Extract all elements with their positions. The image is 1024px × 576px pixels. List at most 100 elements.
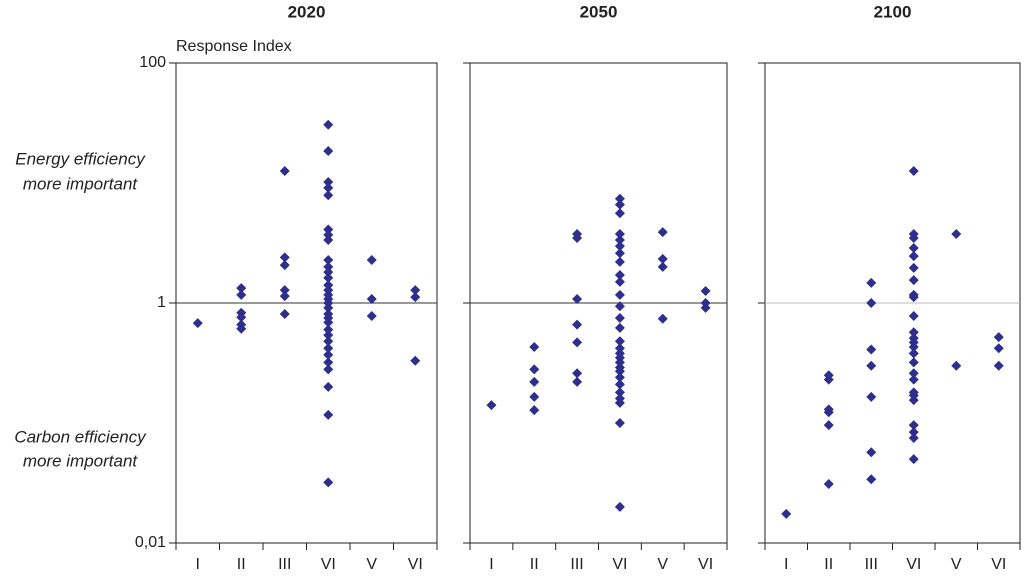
- data-point: [323, 364, 334, 375]
- data-point: [323, 349, 334, 360]
- data-point: [572, 319, 583, 330]
- data-point: [614, 397, 625, 408]
- data-point: [323, 176, 334, 187]
- x-tick-label: II: [824, 556, 833, 573]
- data-point: [614, 276, 625, 287]
- data-point: [908, 251, 919, 262]
- data-point: [323, 343, 334, 354]
- data-point: [323, 336, 334, 347]
- data-point: [700, 285, 711, 296]
- data-point: [323, 317, 334, 328]
- data-point: [993, 332, 1004, 343]
- data-point: [323, 255, 334, 266]
- data-point: [614, 208, 625, 219]
- data-point: [908, 374, 919, 385]
- annotation: Energy efficiency: [15, 149, 146, 168]
- data-point: [823, 407, 834, 418]
- data-point: [908, 420, 919, 431]
- y-tick-label: 100: [139, 54, 166, 71]
- x-tick-label: I: [784, 556, 788, 573]
- data-point: [279, 285, 290, 296]
- x-tick-label: VI: [408, 556, 423, 573]
- data-point: [410, 355, 421, 366]
- data-point: [323, 324, 334, 335]
- data-point: [866, 277, 877, 288]
- data-point: [866, 298, 877, 308]
- data-point: [323, 302, 334, 313]
- panel-title: 2020: [288, 2, 326, 21]
- y-axis-label: Response Index: [176, 38, 292, 55]
- data-point: [614, 418, 625, 428]
- data-point: [614, 357, 625, 368]
- data-point: [323, 119, 334, 130]
- data-point: [908, 368, 919, 379]
- data-point: [908, 395, 919, 406]
- data-point: [572, 337, 583, 348]
- data-point: [908, 292, 919, 303]
- data-point: [614, 343, 625, 354]
- data-point: [236, 323, 247, 334]
- data-point: [614, 336, 625, 347]
- annotation: Carbon efficiency: [14, 427, 147, 446]
- data-point: [614, 289, 625, 300]
- data-point: [908, 341, 919, 352]
- x-tick-label: I: [489, 556, 493, 573]
- data-point: [823, 374, 834, 385]
- data-point: [908, 357, 919, 368]
- x-tick-label: V: [657, 556, 668, 573]
- data-point: [529, 364, 540, 375]
- data-point: [614, 501, 625, 512]
- y-tick-label: 1: [157, 294, 166, 311]
- data-point: [908, 432, 919, 443]
- x-tick-label: III: [278, 556, 291, 573]
- data-point: [323, 280, 334, 291]
- x-tick-label: III: [570, 556, 583, 573]
- data-point: [908, 310, 919, 321]
- data-point: [323, 182, 334, 193]
- panel-title: 2050: [580, 2, 618, 21]
- data-point: [614, 199, 625, 210]
- data-point: [366, 310, 377, 321]
- data-point: [279, 165, 290, 176]
- data-point: [614, 241, 625, 252]
- x-tick-label: V: [366, 556, 377, 573]
- data-point: [993, 343, 1004, 354]
- data-point: [866, 474, 877, 485]
- data-point: [908, 327, 919, 338]
- data-point: [908, 243, 919, 254]
- data-point: [572, 376, 583, 387]
- data-point: [529, 391, 540, 402]
- data-point: [823, 479, 834, 490]
- data-point: [866, 447, 877, 458]
- data-point: [529, 405, 540, 416]
- data-point: [908, 348, 919, 359]
- data-point: [614, 228, 625, 239]
- x-tick-label: VI: [321, 556, 336, 573]
- data-point: [614, 366, 625, 377]
- data-point: [614, 270, 625, 281]
- data-point: [323, 477, 334, 488]
- x-tick-label: II: [237, 556, 246, 573]
- data-point: [279, 291, 290, 302]
- data-point: [323, 234, 334, 245]
- panel-title: 2100: [874, 2, 912, 21]
- data-point: [323, 145, 334, 156]
- data-point: [614, 387, 625, 398]
- data-point: [236, 312, 247, 323]
- data-point: [486, 400, 497, 411]
- x-tick-label: VI: [698, 556, 713, 573]
- x-tick-label: I: [196, 556, 200, 573]
- data-point: [866, 344, 877, 355]
- data-point: [614, 193, 625, 204]
- x-tick-label: VI: [991, 556, 1006, 573]
- data-point: [323, 261, 334, 272]
- data-point: [410, 292, 421, 303]
- data-point: [657, 253, 668, 264]
- data-point: [951, 360, 962, 371]
- data-point: [323, 272, 334, 283]
- data-point: [323, 381, 334, 392]
- data-point: [993, 360, 1004, 371]
- data-point: [866, 360, 877, 371]
- data-point: [951, 228, 962, 239]
